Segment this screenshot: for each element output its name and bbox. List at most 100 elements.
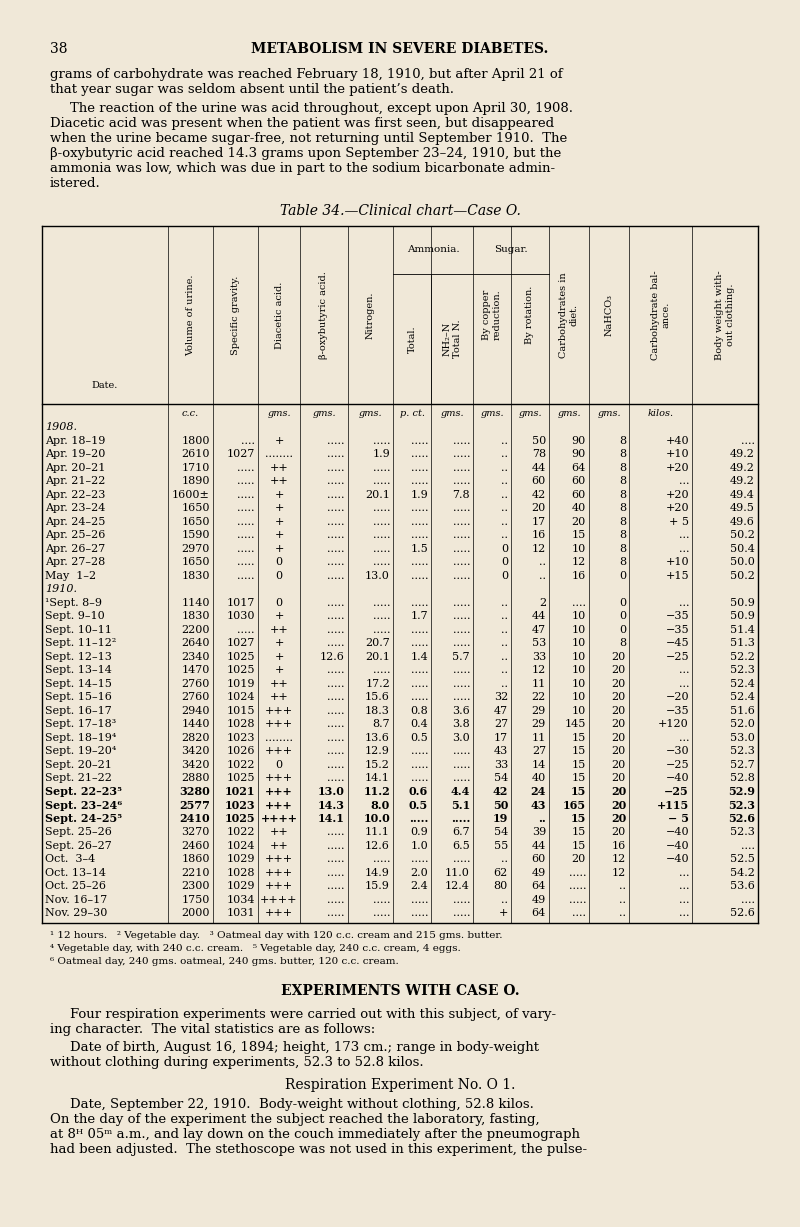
Text: β-oxybutyric acid reached 14.3 grams upon September 23–24, 1910, but the: β-oxybutyric acid reached 14.3 grams upo… <box>50 147 562 160</box>
Text: 1017: 1017 <box>226 598 255 607</box>
Text: 2340: 2340 <box>182 652 210 661</box>
Text: ..: .. <box>501 625 508 634</box>
Text: Sept. 18–19⁴: Sept. 18–19⁴ <box>45 733 116 742</box>
Text: 2640: 2640 <box>182 638 210 648</box>
Text: .....: ..... <box>327 490 345 499</box>
Text: .....: ..... <box>453 773 470 783</box>
Text: Apr. 27–28: Apr. 27–28 <box>45 557 106 567</box>
Text: .....: ..... <box>410 449 428 459</box>
Text: ..: .. <box>501 503 508 513</box>
Text: 64: 64 <box>532 908 546 918</box>
Text: 13.6: 13.6 <box>365 733 390 742</box>
Text: 2460: 2460 <box>182 840 210 850</box>
Text: Sept. 9–10: Sept. 9–10 <box>45 611 105 621</box>
Text: gms.: gms. <box>440 410 464 418</box>
Text: By copper
reduction.: By copper reduction. <box>482 290 502 340</box>
Text: 40: 40 <box>572 503 586 513</box>
Text: 24: 24 <box>530 787 546 798</box>
Text: 3280: 3280 <box>179 787 210 798</box>
Text: 3270: 3270 <box>182 827 210 837</box>
Text: 1830: 1830 <box>182 611 210 621</box>
Text: 20: 20 <box>572 854 586 864</box>
Text: 1650: 1650 <box>182 503 210 513</box>
Text: 3.6: 3.6 <box>452 706 470 715</box>
Text: ...: ... <box>678 733 689 742</box>
Text: 1028: 1028 <box>226 867 255 877</box>
Text: .....: ..... <box>327 476 345 486</box>
Text: 3420: 3420 <box>182 746 210 756</box>
Text: 49.5: 49.5 <box>730 503 755 513</box>
Text: ...: ... <box>678 881 689 891</box>
Text: 1470: 1470 <box>182 665 210 675</box>
Text: Date of birth, August 16, 1894; height, 173 cm.; range in body-weight: Date of birth, August 16, 1894; height, … <box>70 1040 539 1054</box>
Text: 1590: 1590 <box>182 530 210 540</box>
Text: −40: −40 <box>666 773 689 783</box>
Text: ++: ++ <box>270 463 288 472</box>
Text: 20.7: 20.7 <box>366 638 390 648</box>
Text: grams of carbohydrate was reached February 18, 1910, but after April 21 of: grams of carbohydrate was reached Februa… <box>50 67 562 81</box>
Text: without clothing during experiments, 52.3 to 52.8 kilos.: without clothing during experiments, 52.… <box>50 1056 424 1069</box>
Text: .....: ..... <box>373 517 390 526</box>
Text: gms.: gms. <box>557 410 581 418</box>
Text: c.c.: c.c. <box>182 410 199 418</box>
Text: ....: .... <box>741 894 755 904</box>
Text: .....: ..... <box>373 908 390 918</box>
Text: .....: ..... <box>327 503 345 513</box>
Text: 11.0: 11.0 <box>445 867 470 877</box>
Text: ..: .. <box>501 652 508 661</box>
Text: 15: 15 <box>572 733 586 742</box>
Text: 15: 15 <box>572 827 586 837</box>
Text: .....: ..... <box>453 611 470 621</box>
Text: .....: ..... <box>373 665 390 675</box>
Text: ....: .... <box>241 436 255 445</box>
Text: .....: ..... <box>453 571 470 580</box>
Text: ..: .. <box>539 571 546 580</box>
Text: ...: ... <box>678 867 689 877</box>
Text: ..: .. <box>501 530 508 540</box>
Text: 8: 8 <box>619 503 626 513</box>
Text: −25: −25 <box>666 760 689 769</box>
Text: +20: +20 <box>666 503 689 513</box>
Text: .....: ..... <box>327 638 345 648</box>
Text: 8.7: 8.7 <box>372 719 390 729</box>
Text: 50.2: 50.2 <box>730 530 755 540</box>
Text: Sept. 11–12²: Sept. 11–12² <box>45 638 116 648</box>
Text: 20: 20 <box>612 746 626 756</box>
Text: 50.9: 50.9 <box>730 598 755 607</box>
Text: 15: 15 <box>572 773 586 783</box>
Text: 145: 145 <box>565 719 586 729</box>
Text: 5.1: 5.1 <box>450 800 470 811</box>
Text: .....: ..... <box>327 517 345 526</box>
Text: 0.6: 0.6 <box>409 787 428 798</box>
Text: 8: 8 <box>619 449 626 459</box>
Text: .....: ..... <box>410 773 428 783</box>
Text: The reaction of the urine was acid throughout, except upon April 30, 1908.: The reaction of the urine was acid throu… <box>70 102 573 115</box>
Text: May  1–2: May 1–2 <box>45 571 96 580</box>
Text: 2760: 2760 <box>182 692 210 702</box>
Text: 1.9: 1.9 <box>372 449 390 459</box>
Text: 55: 55 <box>494 840 508 850</box>
Text: Nov. 16–17: Nov. 16–17 <box>45 894 107 904</box>
Text: ....: .... <box>572 598 586 607</box>
Text: Ammonia.: Ammonia. <box>406 245 459 254</box>
Text: Apr. 25–26: Apr. 25–26 <box>45 530 106 540</box>
Text: 1019: 1019 <box>226 679 255 688</box>
Text: 6.7: 6.7 <box>452 827 470 837</box>
Text: .....: ..... <box>327 436 345 445</box>
Text: ..: .. <box>501 894 508 904</box>
Text: ⁴ Vegetable day, with 240 c.c. cream.   ⁵ Vegetable day, 240 c.c. cream, 4 eggs.: ⁴ Vegetable day, with 240 c.c. cream. ⁵ … <box>50 944 461 953</box>
Text: 20: 20 <box>612 665 626 675</box>
Text: 1140: 1140 <box>182 598 210 607</box>
Text: .....: ..... <box>453 894 470 904</box>
Text: 0.5: 0.5 <box>410 733 428 742</box>
Text: 64: 64 <box>532 881 546 891</box>
Text: Nov. 29–30: Nov. 29–30 <box>45 908 107 918</box>
Text: 0: 0 <box>619 625 626 634</box>
Text: ...: ... <box>678 908 689 918</box>
Text: .....: ..... <box>327 530 345 540</box>
Text: Sept. 25–26: Sept. 25–26 <box>45 827 112 837</box>
Text: 49.2: 49.2 <box>730 449 755 459</box>
Text: 10: 10 <box>572 544 586 553</box>
Text: 50.0: 50.0 <box>730 557 755 567</box>
Text: Diacetic acid was present when the patient was first seen, but disappeared: Diacetic acid was present when the patie… <box>50 117 554 130</box>
